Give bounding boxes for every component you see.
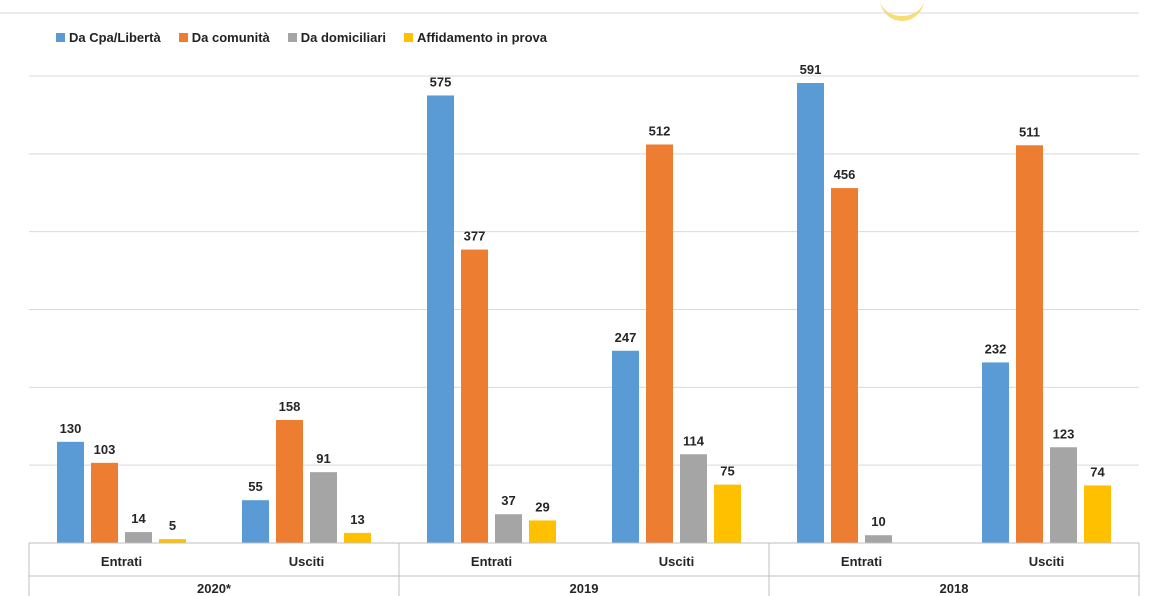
bar <box>242 500 269 543</box>
legend-item-affidamento: Affidamento in prova <box>404 30 547 45</box>
category-axis: Entrati Usciti Entrati Usciti Entrati Usciti 2… <box>28 542 1140 596</box>
bar <box>159 539 186 543</box>
data-label: 74 <box>1090 464 1105 479</box>
chart-legend: Da Cpa/Libertà Da comunità Da domiciliar… <box>56 30 547 45</box>
bar <box>310 472 337 543</box>
data-label: 377 <box>464 229 486 244</box>
data-label: 456 <box>834 167 856 182</box>
category-label: Usciti <box>659 554 694 569</box>
data-label: 247 <box>615 330 637 345</box>
group-label: 2019 <box>570 581 599 596</box>
bar <box>427 95 454 543</box>
bar <box>646 144 673 543</box>
bar <box>461 249 488 543</box>
bar <box>612 350 639 543</box>
data-label: 10 <box>871 514 885 529</box>
data-label: 512 <box>649 123 671 138</box>
bar <box>797 83 824 543</box>
data-label: 123 <box>1053 426 1075 441</box>
category-label: Entrati <box>841 554 882 569</box>
data-label: 114 <box>683 433 705 448</box>
bar <box>1084 485 1111 543</box>
bar <box>865 535 892 543</box>
data-label: 55 <box>248 479 262 494</box>
category-label: Usciti <box>289 554 324 569</box>
legend-label-domiciliari: Da domiciliari <box>300 30 387 45</box>
data-label: 591 <box>800 62 822 77</box>
group-label: 2020* <box>197 581 232 596</box>
bar <box>57 441 84 543</box>
bar <box>1050 447 1077 543</box>
group-label: 2018 <box>940 581 969 596</box>
bar <box>495 514 522 543</box>
data-label: 130 <box>60 421 82 436</box>
bar <box>831 188 858 543</box>
data-label: 29 <box>535 499 549 514</box>
bar <box>714 484 741 543</box>
legend-label-cpa: Da Cpa/Libertà <box>69 30 161 45</box>
data-label: 575 <box>430 74 452 89</box>
grid-layer <box>29 75 1139 466</box>
bar <box>680 454 707 543</box>
bar-layer <box>57 83 1111 543</box>
category-label: Entrati <box>471 554 512 569</box>
bar <box>982 362 1009 543</box>
data-label: 511 <box>1019 124 1040 139</box>
bar <box>344 532 371 543</box>
legend-swatch-comunita <box>178 33 188 42</box>
bar <box>1016 145 1043 543</box>
category-label: Entrati <box>101 554 142 569</box>
legend-item-domiciliari: Da domiciliari <box>287 30 387 45</box>
data-label: 5 <box>169 518 176 533</box>
data-label: 37 <box>501 493 515 508</box>
bar <box>91 462 118 543</box>
category-label: Usciti <box>1029 554 1064 569</box>
data-label: 13 <box>350 512 364 527</box>
data-label: 75 <box>720 464 734 479</box>
legend-item-cpa: Da Cpa/Libertà <box>56 30 161 45</box>
legend-item-comunita: Da comunità <box>178 30 270 45</box>
legend-swatch-affidamento <box>404 33 414 42</box>
bar <box>276 420 303 543</box>
data-label: 103 <box>94 442 116 457</box>
decorative-arc <box>880 0 924 21</box>
legend-swatch-domiciliari <box>287 33 297 42</box>
legend-label-affidamento: Affidamento in prova <box>417 30 548 45</box>
bar <box>529 520 556 543</box>
bar <box>125 532 152 543</box>
data-label: 14 <box>131 511 146 526</box>
data-label: 158 <box>279 399 301 414</box>
legend-label-comunita: Da comunità <box>191 30 270 45</box>
data-label: 91 <box>316 451 330 466</box>
legend-swatch-cpa <box>56 33 65 42</box>
data-label: 232 <box>985 341 1007 356</box>
